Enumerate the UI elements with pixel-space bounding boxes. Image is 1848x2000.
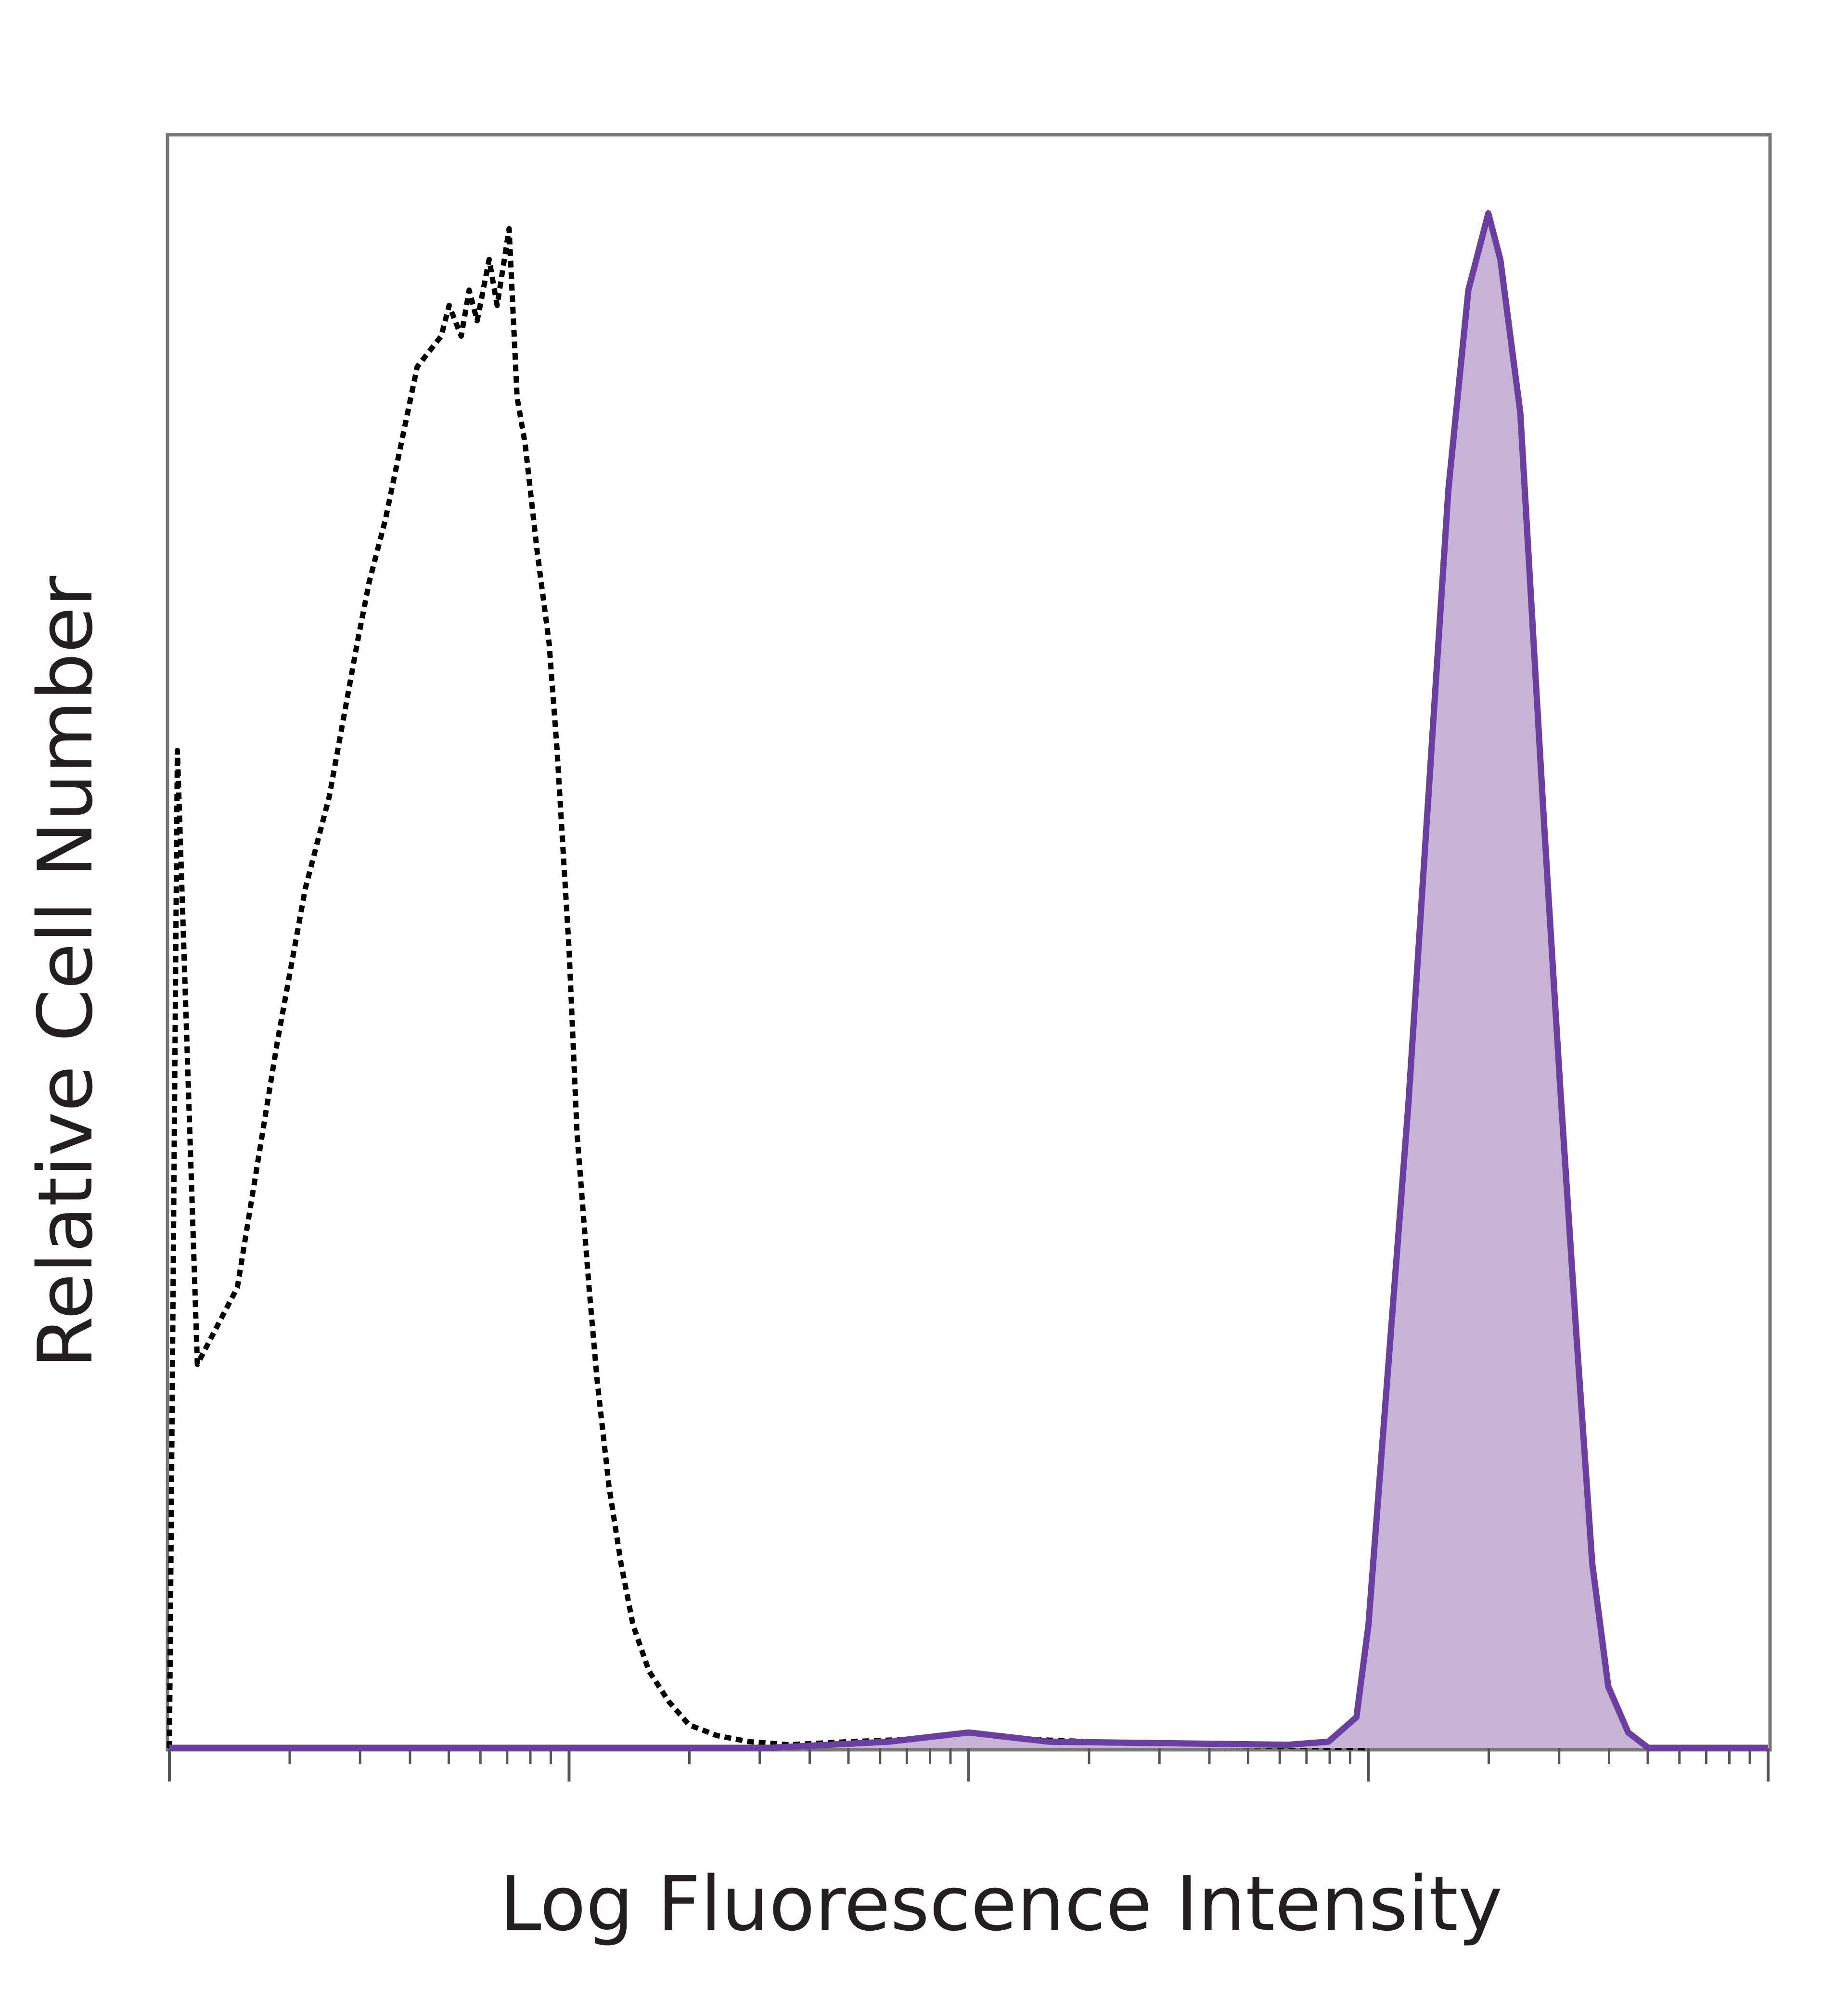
series-layer [167,210,1768,1751]
x-axis-ticks [168,1748,1770,1782]
x-axis-label: Log Fluorescence Intensity [500,1860,1503,1948]
stained-histogram-fill [169,213,1768,1748]
isotype-control-outline [167,226,1369,1751]
stained-histogram-outline [169,210,1768,1751]
y-axis-label: Relative Cell Number [22,576,109,1368]
